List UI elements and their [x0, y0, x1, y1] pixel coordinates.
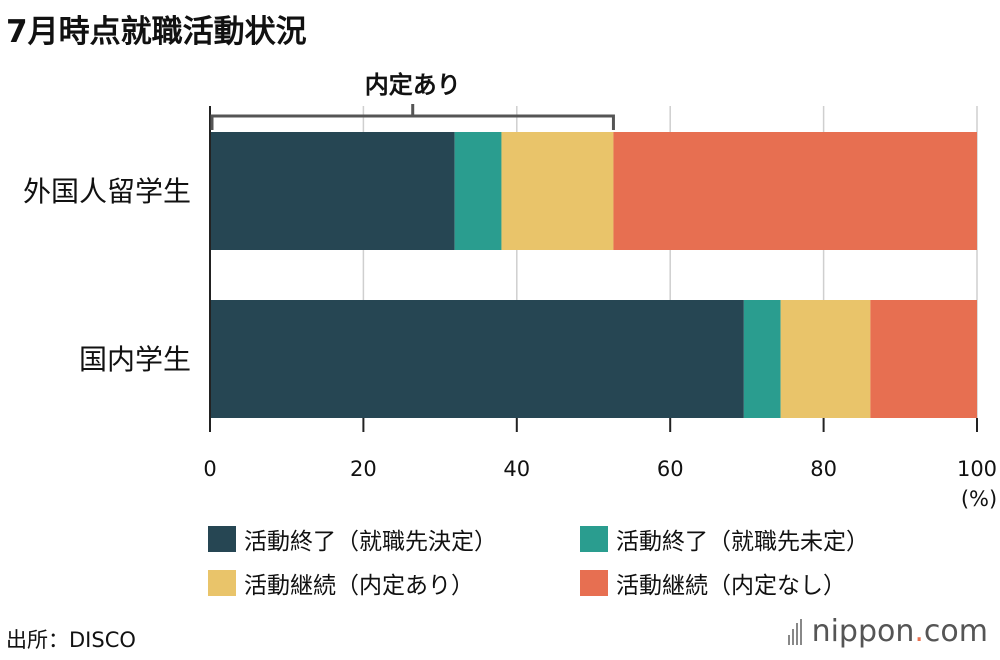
annotation-label: 内定あり: [365, 71, 461, 99]
chart-title: 7月時点就職活動状況: [6, 14, 307, 50]
nippon-logo: nippon. com: [787, 614, 988, 649]
legend-label-decided: 活動終了（就職先決定）: [244, 529, 497, 555]
legend-swatch-continuing-no-offer: [580, 570, 608, 596]
bar-0-series-0: [210, 132, 455, 250]
legend-item-continuing-offer: 活動継続（内定あり）: [208, 566, 580, 600]
logo-name: nippon: [811, 614, 915, 649]
legend-swatch-continuing-offer: [208, 570, 236, 596]
x-axis-unit: (%): [961, 487, 997, 511]
bar-1-series-3: [870, 300, 977, 418]
legend-item-undecided: 活動終了（就職先未定）: [580, 522, 980, 556]
legend-swatch-decided: [208, 526, 236, 552]
bar-1-series-2: [780, 300, 871, 418]
x-tick-label-80: 80: [810, 457, 837, 481]
legend-item-continuing-no-offer: 活動継続（内定なし）: [580, 566, 980, 600]
bar-1-series-0: [210, 300, 744, 418]
legend-label-continuing-offer: 活動継続（内定あり）: [244, 573, 474, 599]
x-tick-label-40: 40: [503, 457, 530, 481]
legend-label-undecided: 活動終了（就職先未定）: [616, 529, 869, 555]
bar-1-series-1: [743, 300, 781, 418]
logo-dot: .: [914, 614, 924, 649]
legend-swatch-undecided: [580, 526, 608, 552]
logo-bars-icon: [787, 618, 804, 645]
category-label-1: 国内学生: [79, 343, 191, 376]
source-note: 出所：DISCO: [6, 628, 136, 652]
annotation-bracket: [210, 104, 615, 130]
x-tick-label-20: 20: [350, 457, 377, 481]
category-label-0: 外国人留学生: [23, 175, 191, 208]
bar-0-series-2: [501, 132, 614, 250]
legend-item-decided: 活動終了（就職先決定）: [208, 522, 580, 556]
legend-label-continuing-no-offer: 活動継続（内定なし）: [616, 573, 846, 599]
bar-0-series-3: [613, 132, 977, 250]
x-tick-label-60: 60: [657, 457, 684, 481]
legend: 活動終了（就職先決定） 活動終了（就職先未定） 活動継続（内定あり） 活動継続（…: [208, 522, 998, 600]
x-tick-label-0: 0: [203, 457, 216, 481]
x-tick-label-100: 100: [957, 457, 997, 481]
logo-tld: com: [923, 614, 988, 649]
bar-0-series-1: [454, 132, 502, 250]
